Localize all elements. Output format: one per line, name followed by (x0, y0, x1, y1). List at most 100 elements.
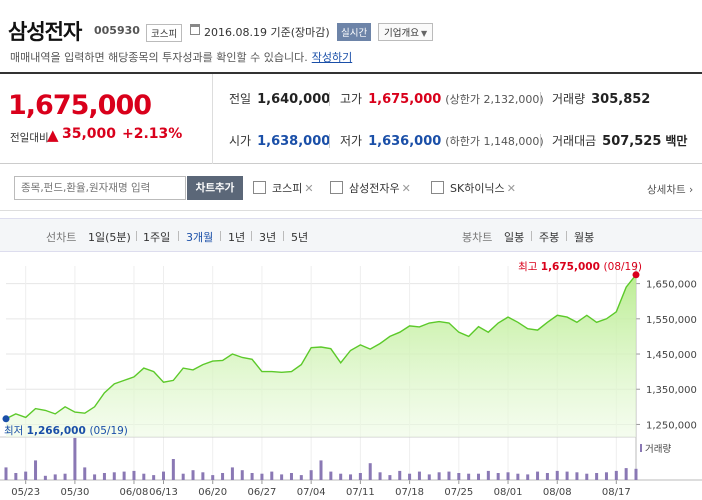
volume-bar (634, 468, 638, 480)
volume-bar (34, 460, 38, 480)
volume-bar (132, 470, 136, 480)
volume-bar (83, 467, 87, 480)
volume-bar (536, 471, 540, 480)
stat-label: 전일 (229, 92, 252, 106)
volume-bar (614, 470, 618, 480)
company-overview-dropdown[interactable]: 기업개요 ▼ (378, 23, 434, 41)
write-link[interactable]: 작성하기 (311, 51, 353, 64)
period-3year[interactable]: 3년 (259, 231, 277, 244)
stat-value: 1,636,000 (368, 134, 442, 149)
candle-chart-label: 봉차트 (462, 231, 493, 244)
change-percent: +2.13% (122, 126, 183, 142)
compare-item-kospi[interactable]: 코스피 ✕ (253, 180, 314, 196)
high-value: 1,675,000 (541, 261, 604, 273)
period-bar: 선차트 1일(5분) 1주일 3개월 1년 3년 5년 봉차트 일봉 주봉 월봉 (0, 218, 702, 252)
compare-item-sk-hynix[interactable]: SK하이닉스 ✕ (431, 180, 516, 196)
y-tick-label: 1,250,000 (646, 420, 697, 431)
period-1day[interactable]: 1일(5분) (88, 231, 131, 244)
volume-bar (240, 470, 244, 480)
checkbox[interactable] (431, 181, 444, 194)
stat-low: 저가 1,636,000 (하한가 1,148,000) (340, 132, 544, 149)
divider (540, 134, 541, 148)
volume-bar (447, 471, 451, 480)
divider (251, 231, 252, 241)
add-chart-button[interactable]: 차트추가 (187, 176, 243, 200)
volume-bar (221, 473, 225, 480)
volume-bar (211, 475, 215, 480)
x-tick-label: 06/27 (248, 487, 277, 498)
period-1year[interactable]: 1년 (228, 231, 246, 244)
volume-bar (142, 473, 146, 480)
close-icon[interactable]: ✕ (506, 182, 516, 195)
stat-value: 1,675,000 (368, 92, 442, 107)
price-chart-svg: 1,250,000 1,350,000 1,450,000 1,550,000 1,65… (0, 261, 702, 498)
compare-search-input[interactable] (14, 176, 186, 200)
volume-bar (486, 470, 490, 480)
compare-item-label: 삼성전자우 (349, 182, 400, 195)
divider (329, 92, 330, 106)
period-1week[interactable]: 1주일 (143, 231, 171, 244)
x-tick-label: 07/25 (444, 487, 473, 498)
volume-bar (171, 459, 175, 480)
candle-weekly[interactable]: 주봉 (539, 231, 560, 244)
compare-bar: 차트추가 코스피✕ 삼성전자우✕ SK하이닉스✕ 상세차트 › (0, 165, 702, 211)
low-annotation: 최저 1,266,000 (05/19) (4, 425, 128, 437)
close-icon[interactable]: ✕ (304, 182, 314, 195)
high-annotation: 최고 1,675,000 (08/19) (518, 261, 642, 273)
checkbox[interactable] (330, 181, 343, 194)
stat-high: 고가 1,675,000 (상한가 2,132,000) (340, 90, 544, 107)
stat-sub: (하한가 1,148,000) (445, 135, 544, 148)
divider (329, 134, 330, 148)
period-5year[interactable]: 5년 (291, 231, 309, 244)
candle-monthly[interactable]: 월봉 (574, 231, 595, 244)
divider (136, 231, 137, 241)
stat-value: 1,640,000 (257, 92, 331, 107)
volume-bar (555, 470, 559, 480)
volume-bar (73, 438, 77, 480)
period-3month[interactable]: 3개월 (186, 231, 214, 244)
stock-code: 005930 (94, 24, 140, 37)
volume-bar (43, 475, 47, 480)
x-tick-label: 07/18 (395, 487, 424, 498)
close-icon[interactable]: ✕ (401, 182, 411, 195)
volume-bar (565, 471, 569, 480)
volume-bar (24, 471, 28, 480)
volume-bar (319, 460, 323, 480)
volume-bar (516, 473, 520, 480)
divider (283, 231, 284, 241)
low-marker (2, 415, 10, 423)
detail-chart-link[interactable]: 상세차트 › (647, 184, 694, 196)
checkbox[interactable] (253, 181, 266, 194)
volume-bar (506, 472, 510, 480)
low-value: 1,266,000 (27, 425, 90, 437)
stock-header: 삼성전자 005930 코스피 2016.08.19 기준(장마감) 실시간 기… (0, 0, 702, 72)
divider (220, 231, 221, 241)
volume-bar (545, 473, 549, 480)
x-tick-label: 08/08 (543, 487, 572, 498)
compare-item-samsung-pref[interactable]: 삼성전자우 ✕ (330, 180, 411, 196)
volume-bar (63, 473, 67, 480)
price-chart: 1,250,000 1,350,000 1,450,000 1,550,000 1,65… (0, 252, 702, 500)
stat-sub: (상한가 2,132,000) (445, 93, 544, 106)
y-tick-label: 1,550,000 (646, 315, 697, 326)
volume-bar (575, 472, 579, 480)
divider (566, 231, 567, 241)
volume-bar (122, 471, 126, 480)
stat-value: 507,525 (602, 134, 662, 149)
up-triangle-icon: ▲ (47, 126, 59, 144)
volume-bar (309, 470, 313, 480)
x-tick-label: 06/13 (149, 487, 178, 498)
price-area (6, 274, 636, 437)
x-tick-label: 08/01 (494, 487, 523, 498)
stat-amount: 거래대금 507,525 백만 (552, 132, 687, 149)
calendar-icon (190, 24, 200, 35)
volume-bar (4, 467, 8, 480)
candle-daily[interactable]: 일봉 (504, 231, 525, 244)
y-tick-label: 1,450,000 (646, 350, 697, 361)
high-marker (632, 271, 640, 279)
live-button[interactable]: 실시간 (337, 23, 372, 41)
y-tick-label: 1,650,000 (646, 280, 697, 291)
volume-bar (181, 473, 185, 480)
stat-value: 1,638,000 (257, 134, 331, 149)
volume-bar (299, 475, 303, 480)
